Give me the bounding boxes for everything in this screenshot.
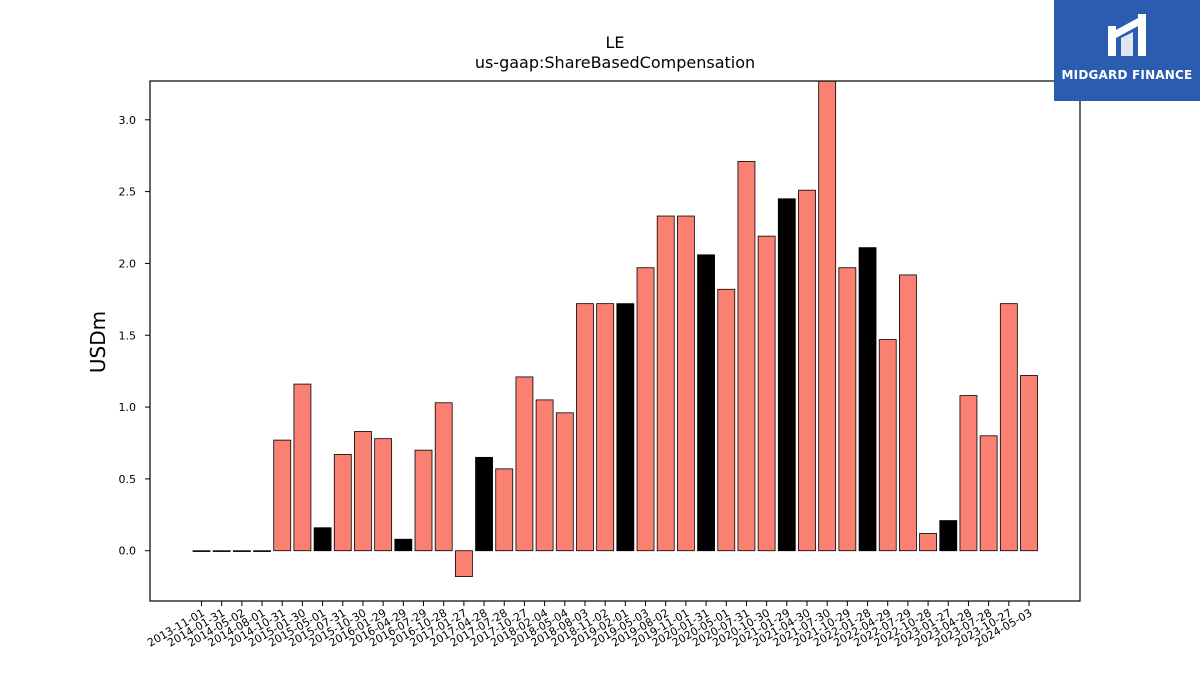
x-axis-ticks: 2013-11-012014-01-312014-05-022014-08-01…: [145, 601, 1035, 650]
bar-2018-08-03: [576, 303, 594, 552]
chart-title: LE: [605, 33, 624, 52]
chart-subtitle: us-gaap:ShareBasedCompensation: [475, 53, 755, 72]
bar-2020-01-31: [697, 254, 715, 552]
bar-2022-10-28: [919, 533, 937, 552]
brand-name: MIDGARD FINANCE: [1061, 68, 1193, 82]
bar-2024-05-03: [1020, 375, 1038, 552]
y-tick-label: 1.5: [119, 329, 137, 342]
bar-2016-01-29: [374, 438, 393, 552]
midgard-logo-icon: [1108, 14, 1146, 56]
bar-2018-05-04: [555, 412, 574, 552]
y-tick-label: 1.0: [119, 401, 137, 414]
bar-2016-04-29: [394, 538, 413, 552]
plot-frame: [149, 80, 1081, 602]
bar-2015-01-30: [293, 383, 312, 552]
bar-2017-04-28: [475, 456, 493, 552]
bar-2014-05-02: [232, 550, 251, 552]
bar-2021-10-29: [838, 267, 857, 552]
bar-2019-05-03: [636, 267, 655, 552]
bar-2019-11-01: [676, 215, 695, 552]
bar-2023-07-28: [979, 435, 998, 552]
bar-2018-02-04: [535, 399, 554, 552]
bar-2020-07-31: [737, 161, 756, 552]
y-tick-label: 0.0: [119, 545, 137, 558]
y-tick-label: 0.5: [119, 473, 137, 486]
bar-2022-07-29: [899, 274, 917, 552]
y-axis-label: USDm: [86, 311, 110, 373]
bar-2019-08-02: [656, 215, 675, 552]
bar-2022-01-28: [858, 247, 877, 552]
y-tick-label: 3.0: [119, 114, 137, 127]
bar-2017-07-28: [495, 468, 514, 552]
bar-2020-05-01: [717, 288, 736, 552]
y-axis-ticks: 0.0 0.5 1.0 1.5 2.0 2.5 3.0: [119, 114, 150, 558]
bar-2021-01-29: [777, 198, 796, 552]
bar-2015-10-30: [354, 431, 372, 552]
bar-2021-04-30: [798, 189, 816, 552]
y-tick-label: 2.5: [119, 186, 137, 199]
bar-2023-01-27: [939, 520, 958, 552]
bar-2017-10-27: [515, 376, 534, 552]
bars-group: [192, 80, 1038, 577]
bar-2015-05-01: [313, 527, 332, 552]
bar-2016-10-28: [434, 402, 453, 552]
bar-2021-07-30: [818, 80, 837, 552]
bar-2023-10-27: [999, 303, 1018, 552]
bar-2022-04-29: [878, 339, 897, 552]
bar-2014-08-01: [253, 550, 271, 552]
bar-2014-10-31: [273, 439, 292, 552]
bar-2017-01-27: [454, 550, 473, 577]
bar-2018-11-02: [596, 303, 615, 552]
bar-2014-01-31: [212, 550, 231, 552]
bar-2019-02-01: [616, 303, 635, 552]
y-tick-label: 2.0: [119, 257, 137, 270]
bar-2016-07-29: [414, 449, 433, 552]
bar-2020-10-30: [757, 235, 776, 552]
bar-2015-07-31: [333, 454, 352, 552]
bar-2023-04-28: [959, 395, 978, 552]
bar-2013-11-01: [192, 550, 211, 552]
brand-logo: MIDGARD FINANCE: [1054, 0, 1200, 101]
